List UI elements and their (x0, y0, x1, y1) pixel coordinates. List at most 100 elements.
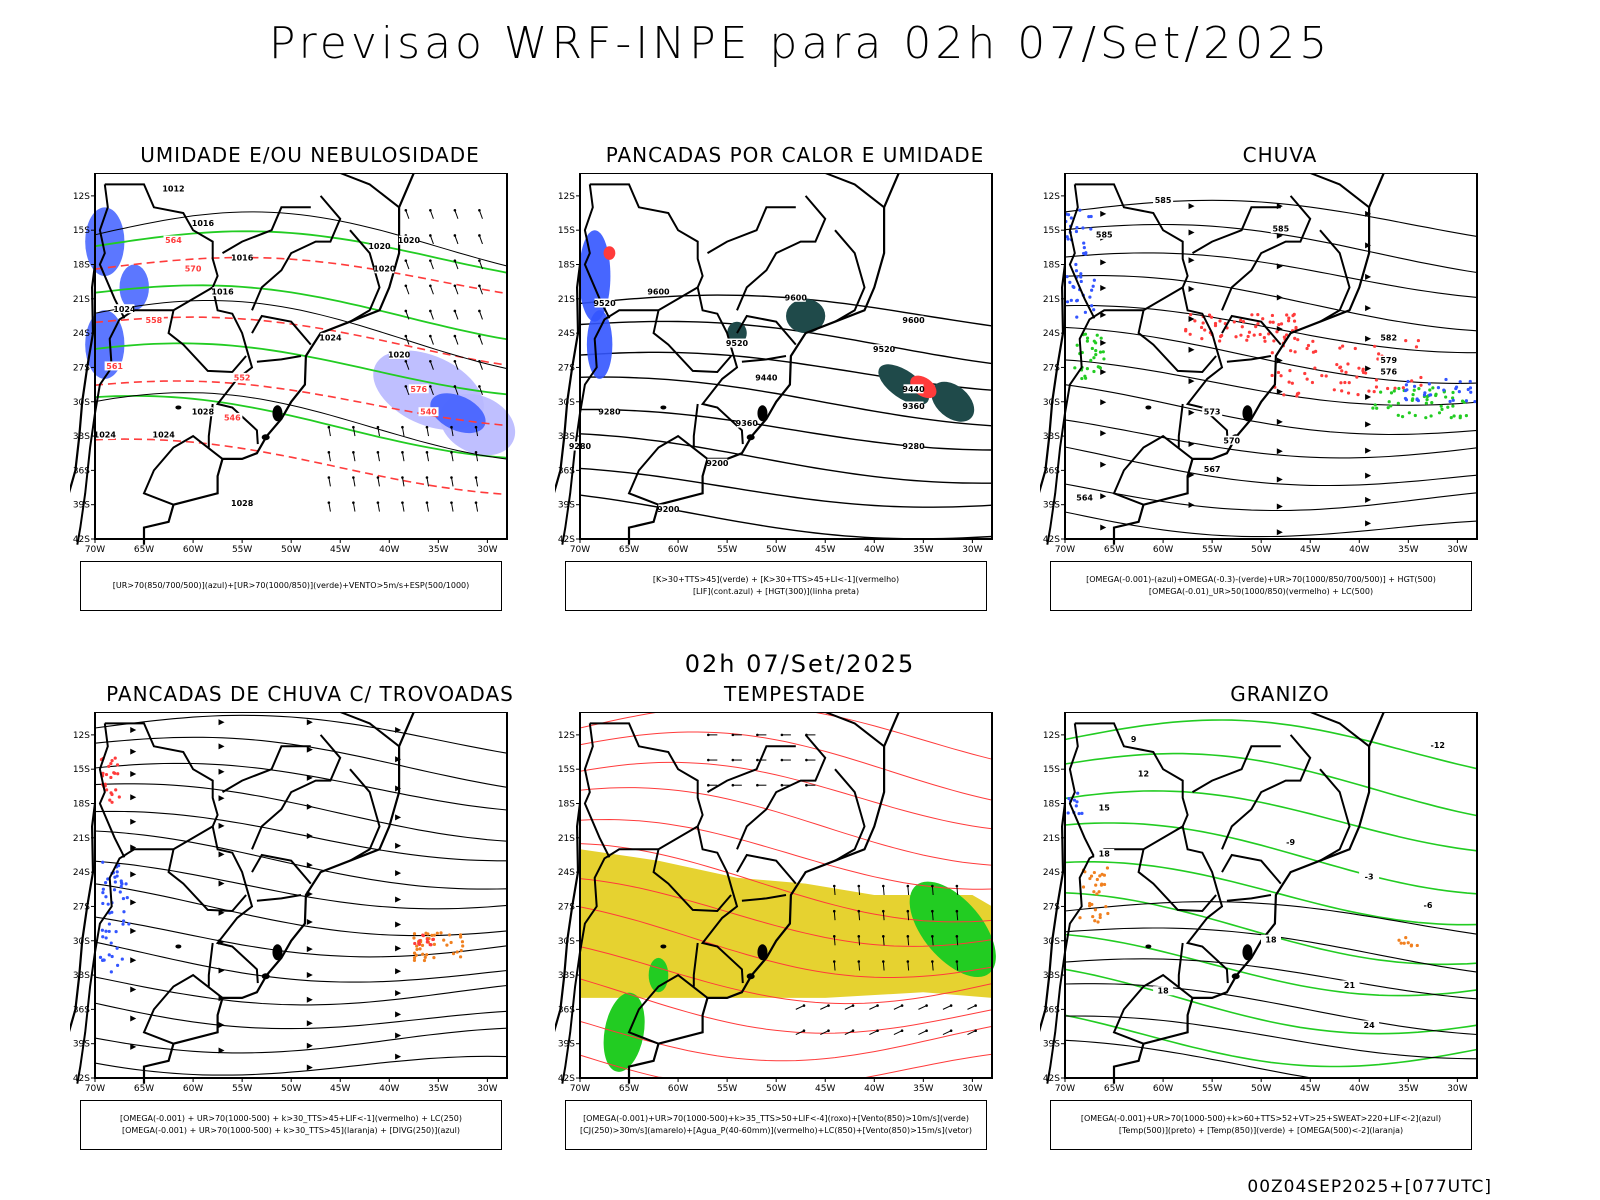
panel-title: GRANIZO (1230, 682, 1330, 706)
rain-red-cell (1303, 371, 1307, 376)
coastline (142, 712, 416, 1084)
panel-legend: [UR>70(850/700/500)](azul)+[UR>70(1000/8… (80, 561, 502, 611)
wind850-vector-head (955, 935, 959, 938)
wind850-vector-head (882, 884, 885, 888)
contour-label-bg (1261, 934, 1281, 944)
streamline-arrow (1188, 346, 1195, 353)
divg-blue-cell (104, 895, 108, 899)
omega500-orange-cell (1078, 916, 1082, 920)
contour-label: 1024 (153, 431, 176, 440)
temp850-contour (1064, 861, 1478, 926)
rain-blue-cell (1088, 295, 1092, 299)
wind850-vector-head (857, 884, 861, 888)
country-border (142, 973, 224, 1045)
y-tick-label: 27S (1043, 902, 1060, 912)
country-border (349, 768, 381, 862)
divg-blue-cell (107, 929, 111, 934)
rain-blue-cell (1415, 397, 1419, 401)
rain-blue-cell (1071, 284, 1075, 289)
country-border (256, 894, 302, 902)
wind-vector (328, 477, 331, 487)
temp500-contour (1064, 1015, 1478, 1060)
rain-red-cell (1288, 369, 1292, 373)
wind-vector-head (478, 334, 481, 338)
rain-blue-cell (1074, 269, 1079, 273)
storm-orange-cell (442, 938, 446, 942)
country-border (1068, 184, 1096, 319)
divg-blue-cell (120, 882, 124, 886)
streamline-arrow (1365, 365, 1372, 372)
country-border (251, 853, 312, 885)
wind-vector-head (429, 309, 432, 313)
rain-red-cell (1324, 374, 1328, 378)
country-border (561, 286, 699, 545)
rain-red-cell (1419, 375, 1423, 380)
y-tick-label: 42S (1043, 535, 1060, 545)
lc850-streamline (579, 843, 993, 923)
streamline-arrow (1188, 257, 1195, 264)
wind-vector-head (352, 476, 355, 479)
hail-blue-cell (1080, 811, 1084, 815)
wind-vector (450, 502, 454, 512)
y-tick-label: 42S (558, 535, 575, 545)
wind-vector-head (453, 359, 457, 363)
rain-red-cell (1372, 390, 1376, 394)
country-border (251, 734, 342, 850)
rain-red-cell (1377, 352, 1381, 356)
storm-red-cell (425, 937, 429, 941)
y-tick-label: 30S (1043, 937, 1060, 947)
rain-green-cell (1371, 406, 1375, 410)
streamline-arrow (1276, 294, 1283, 301)
wind850-vector-head (949, 1029, 953, 1033)
wind850-vector (967, 1030, 976, 1035)
contour-label-bg (232, 372, 253, 382)
omega500-orange-cell (1087, 904, 1092, 908)
omega500-orange-cell (1098, 915, 1102, 920)
y-tick-label: 27S (558, 902, 575, 912)
storm-orange-cell (415, 947, 419, 952)
y-tick-label: 39S (73, 501, 90, 511)
contour-label-bg (1202, 407, 1223, 417)
lc850-streamline (579, 1020, 993, 1062)
country-border (167, 310, 247, 374)
wind-vector (401, 427, 405, 437)
contour-label: 9520 (726, 339, 749, 348)
wind-vector (478, 210, 483, 219)
storm-orange-cell (414, 953, 418, 957)
contour-label-bg (114, 304, 135, 314)
coastline (1040, 264, 1067, 494)
wind850-vector-head (780, 758, 784, 762)
contour-label-bg (408, 384, 429, 394)
contour-label: 1020 (398, 236, 421, 245)
lake-mirim (746, 973, 755, 980)
divg-blue-cell (116, 963, 120, 967)
streamline-arrow (1276, 448, 1283, 455)
wind-vector-head (327, 501, 331, 504)
temp850-contour (1064, 752, 1478, 817)
hgt300-contour (579, 320, 993, 365)
storm-orange-cell (461, 944, 465, 948)
rain-red-cell (1376, 357, 1380, 361)
storm-red-cell (113, 771, 117, 775)
wind-vector (478, 235, 483, 245)
omega500-orange-cell (1096, 920, 1100, 924)
streamline-arrow (395, 921, 402, 928)
wind-vector (405, 310, 410, 320)
contour-label: 585 (1272, 225, 1289, 234)
wind-vector-head (453, 208, 457, 212)
rain-red-cell (1256, 322, 1260, 326)
panel-legend: [K>30+TTS>45](verde) + [K>30+TTS>45+LI<-… (565, 561, 987, 611)
streamline-arrow (306, 946, 313, 953)
storm-red-cell (108, 798, 112, 802)
streamline-arrow (218, 851, 225, 858)
wind850-vector-head (707, 783, 710, 787)
storm-orange-cell (451, 952, 456, 956)
streamline-arrow (130, 844, 137, 851)
streamline-arrow (1365, 472, 1372, 479)
contour-label-bg (1094, 229, 1115, 239)
wind-vector (475, 477, 479, 487)
wind850-vector (882, 911, 885, 921)
y-tick-label: 24S (73, 329, 90, 339)
rain-red-cell (1293, 336, 1297, 340)
lc250-streamline (94, 1027, 508, 1054)
